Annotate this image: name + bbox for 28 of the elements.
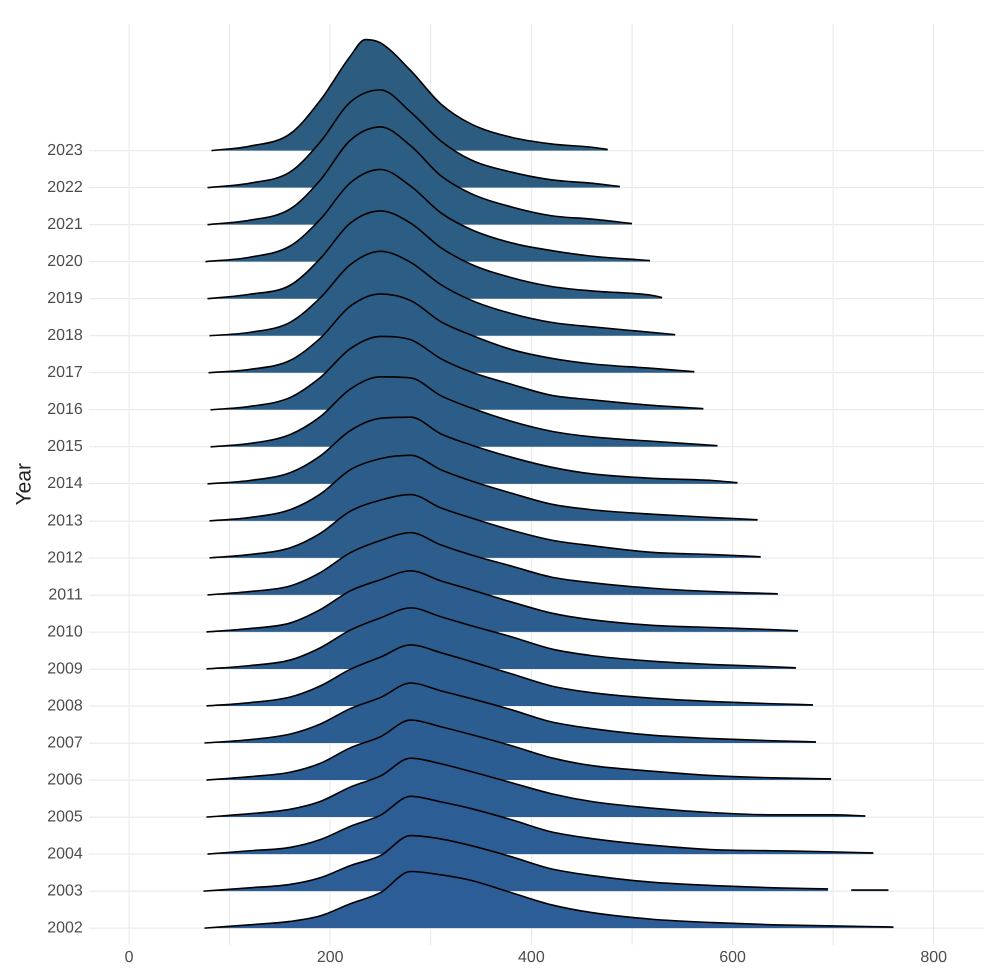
y-axis-title: Year — [12, 462, 36, 506]
y-tick-label: 2008 — [47, 697, 83, 714]
y-tick-label: 2004 — [47, 845, 83, 862]
y-tick-label: 2013 — [47, 512, 83, 530]
x-tick-label: 400 — [518, 948, 545, 966]
y-tick-label: 2003 — [47, 882, 83, 900]
y-tick-label: 2015 — [47, 438, 83, 456]
y-tick-label: 2016 — [47, 401, 83, 418]
x-tick-label: 0 — [124, 948, 134, 966]
y-tick-label: 2005 — [47, 808, 83, 826]
x-tick-label: 600 — [719, 948, 746, 966]
y-tick-label: 2014 — [47, 475, 83, 492]
y-tick-label: 2017 — [47, 364, 83, 382]
y-tick-label: 2011 — [48, 586, 83, 604]
y-tick-label: 2021 — [47, 216, 83, 234]
y-tick-label: 2006 — [47, 771, 83, 788]
y-tick-label: 2012 — [47, 549, 83, 566]
y-tick-label: 2020 — [47, 253, 83, 270]
y-tick-label: 2009 — [47, 660, 83, 678]
y-tick-label: 2002 — [47, 920, 83, 937]
x-tick-label: 200 — [316, 948, 344, 966]
y-tick-label: 2018 — [47, 327, 83, 344]
x-tick-label: 800 — [920, 948, 948, 966]
y-tick-label: 2019 — [47, 290, 83, 308]
y-tick-label: 2007 — [47, 734, 83, 752]
y-tick-label: 2010 — [47, 623, 83, 640]
y-tick-label: 2022 — [47, 179, 83, 196]
y-tick-label: 2023 — [47, 142, 83, 160]
